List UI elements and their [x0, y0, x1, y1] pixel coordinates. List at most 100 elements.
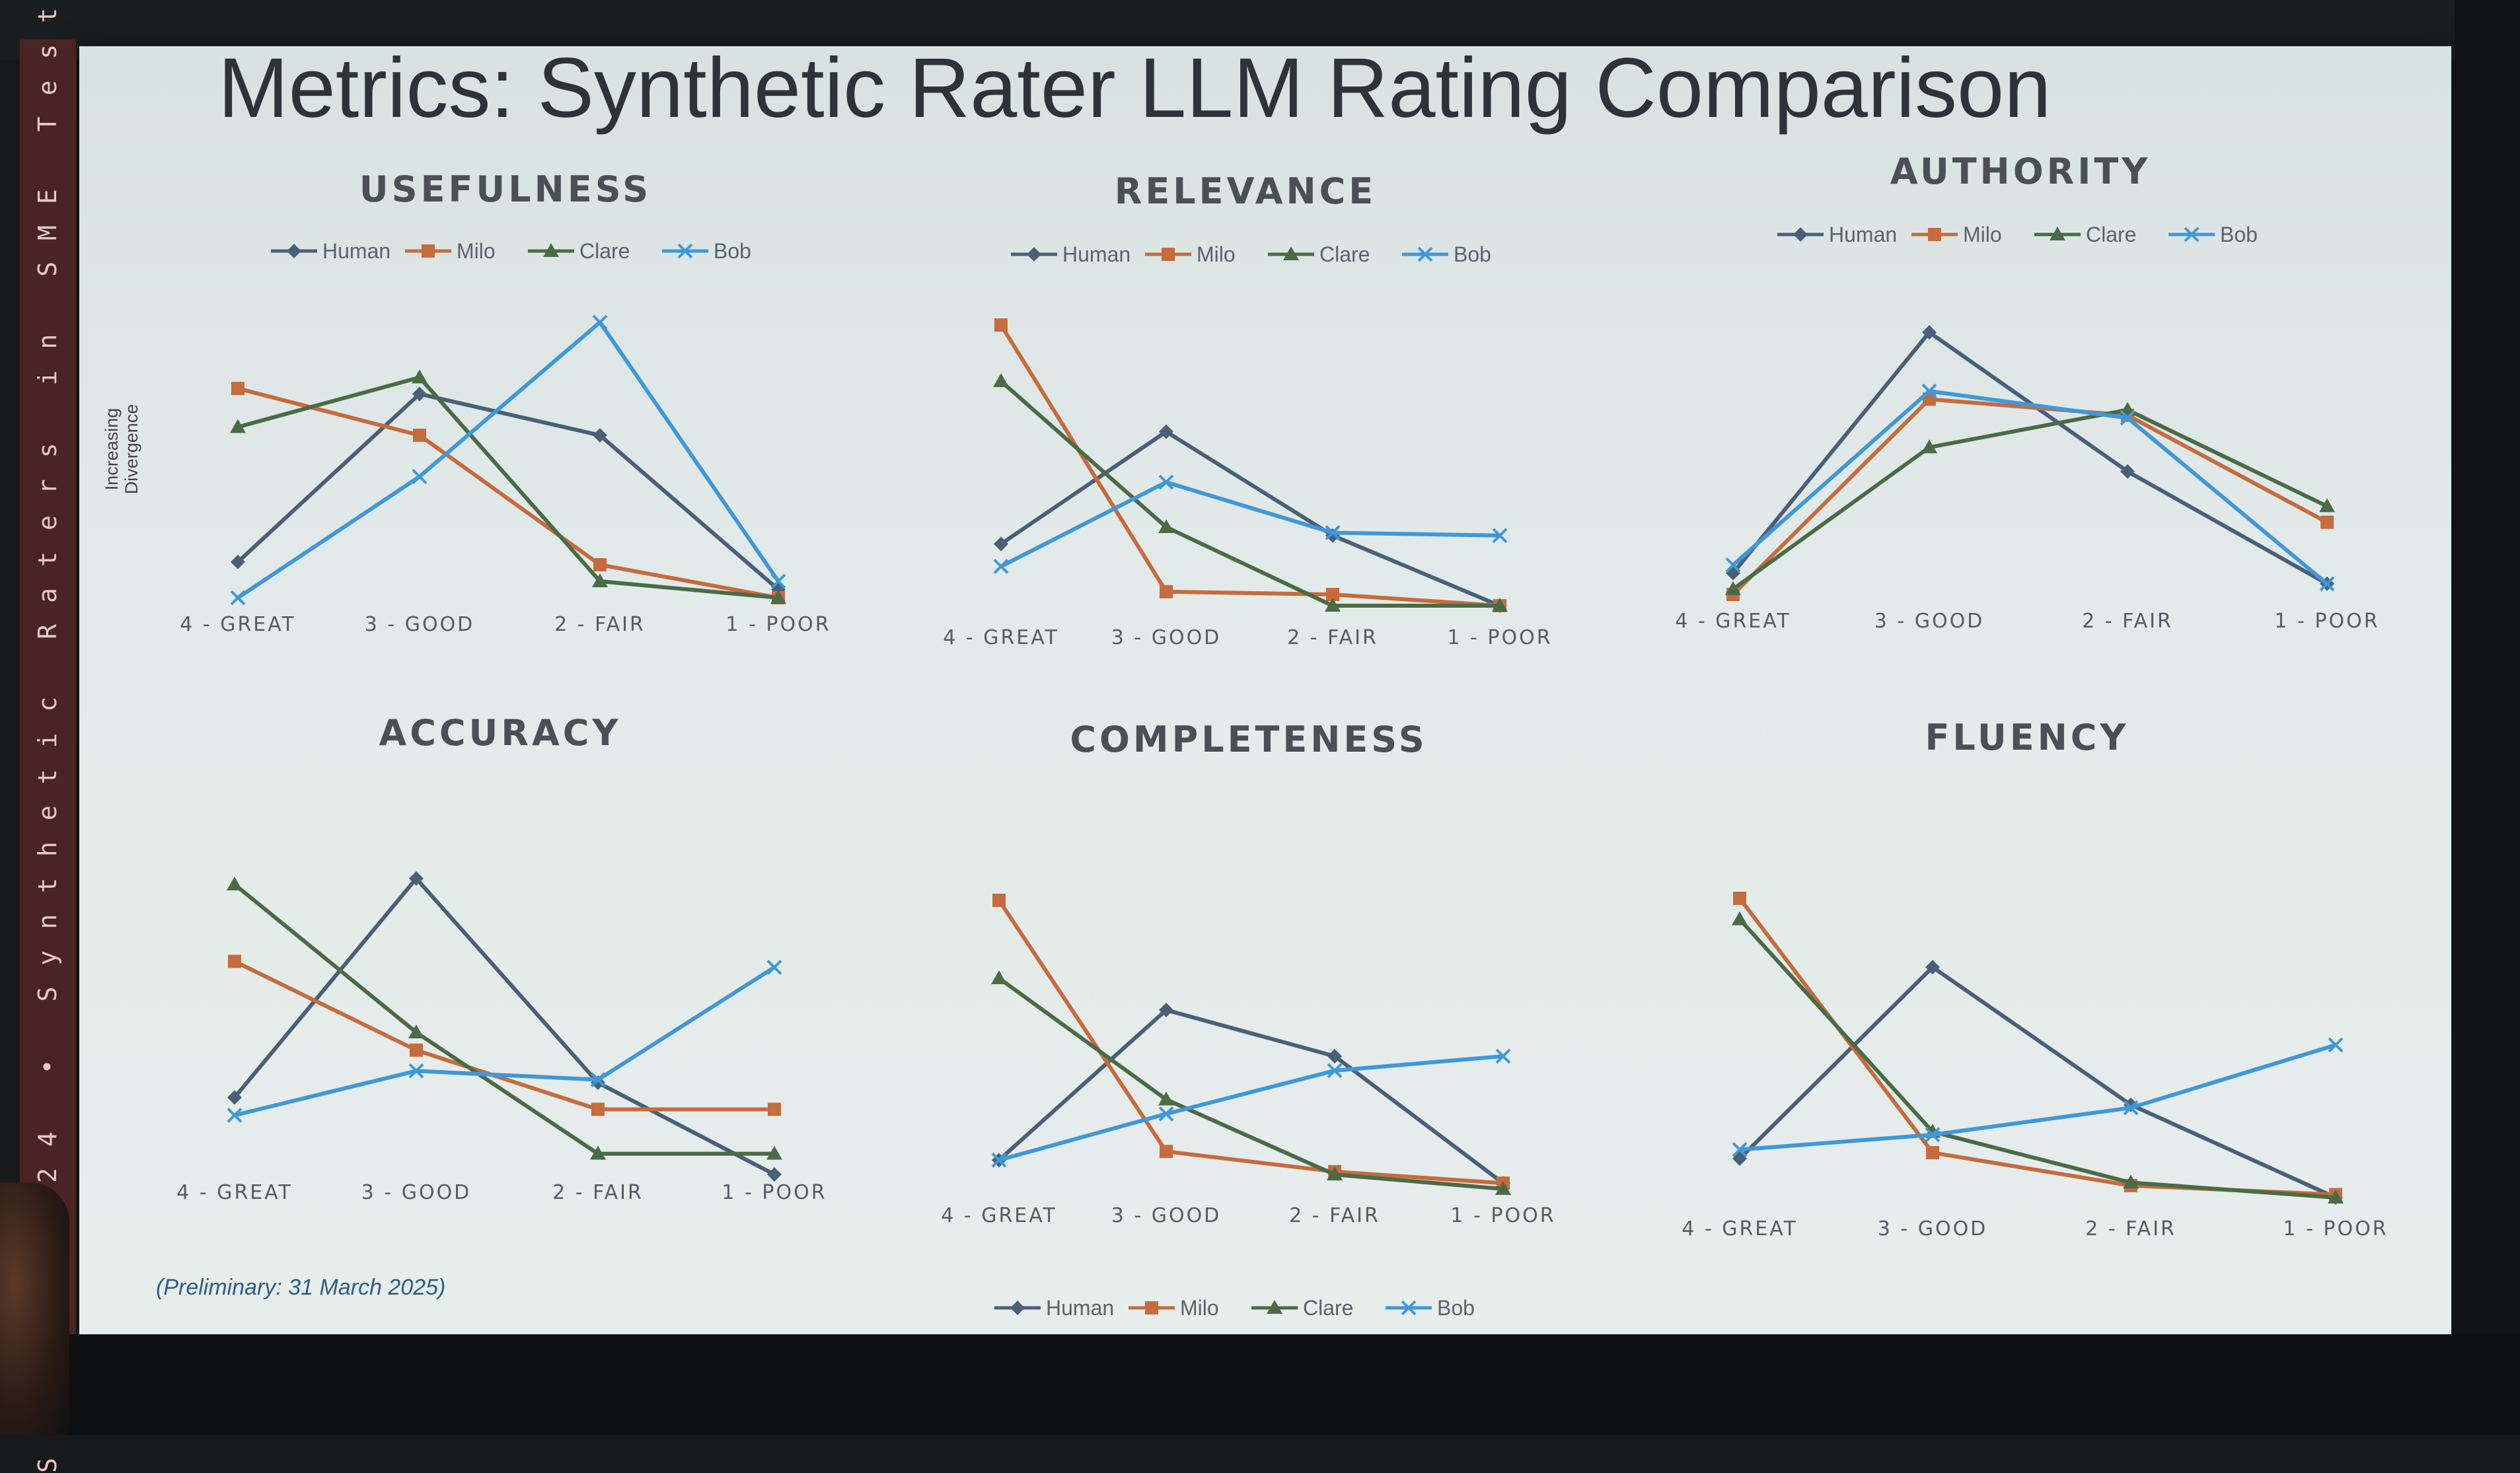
data-point-clare [412, 369, 427, 384]
charts-area: USEFULNESS IncreasingDivergence 4 - GREAT 3… [102, 151, 2387, 1320]
data-point-milo [994, 318, 1008, 332]
data-point-bob [1921, 383, 1937, 399]
data-point-human [1327, 1048, 1342, 1063]
chart-title: RELEVANCE [1115, 170, 1376, 212]
legend-label: Clare [2086, 223, 2136, 246]
legend-marker-clare [1283, 246, 1299, 260]
data-point-human [593, 427, 607, 443]
legend-item-bob: Bob [662, 239, 751, 263]
series-bob [1725, 383, 2335, 592]
data-point-bob [227, 1107, 242, 1123]
data-point-clare [991, 970, 1007, 984]
series-line-bob [234, 965, 776, 1118]
data-point-bob [412, 469, 427, 484]
data-point-milo [2320, 515, 2334, 529]
series-milo [228, 954, 781, 1116]
legend-item-human: Human [1777, 223, 1897, 246]
x-tick-label: 1 - POOR [2274, 610, 2379, 633]
data-point-clare [1492, 598, 1508, 612]
series-human [227, 871, 782, 1182]
data-point-milo [231, 382, 244, 396]
series-milo [1726, 392, 2334, 601]
series-line-milo [997, 899, 1504, 1186]
x-tick-label: 3 - GOOD [1111, 1204, 1222, 1227]
series-line-milo [1731, 397, 2328, 596]
data-point-bob [2319, 576, 2335, 592]
data-point-human [1159, 424, 1173, 439]
data-point-milo [1733, 892, 1746, 905]
series-milo [1733, 892, 2342, 1202]
series-line-clare [237, 375, 779, 600]
chart-usefulness: USEFULNESS IncreasingDivergence 4 - GREAT 3… [102, 168, 831, 636]
x-tick-label: 3 - GOOD [1878, 1217, 1988, 1240]
x-tick-label: 2 - FAIR [552, 1181, 644, 1204]
series-line-bob [1732, 389, 2328, 586]
legend-label: Milo [1197, 242, 1236, 266]
series-line-human [1000, 429, 1501, 608]
chart-title: ACCURACY [379, 712, 621, 754]
legend-marker-bob [1417, 246, 1433, 262]
data-point-milo [591, 1102, 605, 1116]
series-line-clare [1000, 379, 1500, 608]
data-point-clare [1495, 1181, 1511, 1195]
series-clare [993, 373, 1508, 612]
legend-item-milo: Milo [1911, 223, 2002, 246]
series-human [994, 424, 1507, 613]
series-line-clare [1738, 917, 2336, 1200]
data-point-bob [1925, 1127, 1941, 1143]
x-tick-label: 4 - GREAT [1682, 1217, 1798, 1240]
data-point-human [412, 386, 427, 402]
data-point-bob [2120, 410, 2135, 426]
series-bob [993, 474, 1508, 574]
data-point-milo [1160, 1145, 1173, 1159]
legend-label: Bob [1437, 1296, 1475, 1320]
x-tick-label: 3 - GOOD [1874, 610, 1985, 633]
data-point-milo [593, 557, 607, 571]
data-point-human [994, 536, 1008, 552]
data-point-milo [413, 428, 426, 442]
data-point-bob [230, 590, 246, 606]
x-tick-label: 1 - POOR [725, 613, 831, 636]
legend-label: Clare [1303, 1296, 1353, 1320]
series-line-milo [1738, 897, 2336, 1197]
series-bob [1732, 1037, 2344, 1157]
legend-item-human: Human [271, 239, 390, 263]
x-tick-label: 4 - GREAT [943, 626, 1059, 649]
data-point-bob [590, 1072, 606, 1088]
series-line-milo [237, 386, 779, 600]
data-point-milo [768, 1102, 781, 1116]
conference-side-band [20, 40, 76, 1334]
legend-item-milo: Milo [1145, 242, 1236, 266]
data-point-clare [2123, 1174, 2139, 1189]
series-line-milo [233, 959, 774, 1112]
series-line-milo [999, 324, 1501, 608]
x-tick-label: 3 - GOOD [1111, 626, 1222, 649]
series-line-bob [1000, 480, 1501, 569]
series-line-bob [237, 320, 780, 600]
series-line-human [1731, 330, 2328, 586]
legend-label: Clare [1319, 242, 1370, 266]
chart-title: COMPLETENESS [1070, 719, 1427, 760]
chart-title: USEFULNESS [359, 168, 651, 210]
x-tick-label: 2 - FAIR [2085, 1217, 2176, 1240]
data-point-bob [770, 573, 786, 589]
chart-authority: AUTHORITY 4 - GREAT 3 - GOOD 2 - FAIR 1 - PO… [1675, 151, 2379, 633]
slide-title: Metrics: Synthetic Rater LLM Rating Comp… [218, 41, 2052, 135]
shared-bottom-legend: Human Milo Clare Bob [994, 1296, 1475, 1320]
data-point-clare [1725, 581, 1741, 595]
data-point-bob [2123, 1100, 2139, 1116]
legend-label: Milo [1963, 223, 2002, 246]
chart-title: AUTHORITY [1890, 151, 2151, 192]
legend-marker-bob [2184, 227, 2200, 242]
data-point-milo [1160, 585, 1173, 598]
legend-marker-human [287, 244, 301, 258]
data-point-milo [228, 954, 241, 968]
data-point-human [1922, 325, 1937, 340]
data-point-clare [2328, 1190, 2344, 1204]
legend-marker-human [1793, 227, 1808, 242]
series-bob [227, 959, 782, 1123]
data-point-clare [1327, 1167, 1343, 1181]
data-point-bob [1495, 1048, 1511, 1064]
series-line-human [997, 1008, 1504, 1185]
legend-item-human: Human [994, 1296, 1114, 1320]
